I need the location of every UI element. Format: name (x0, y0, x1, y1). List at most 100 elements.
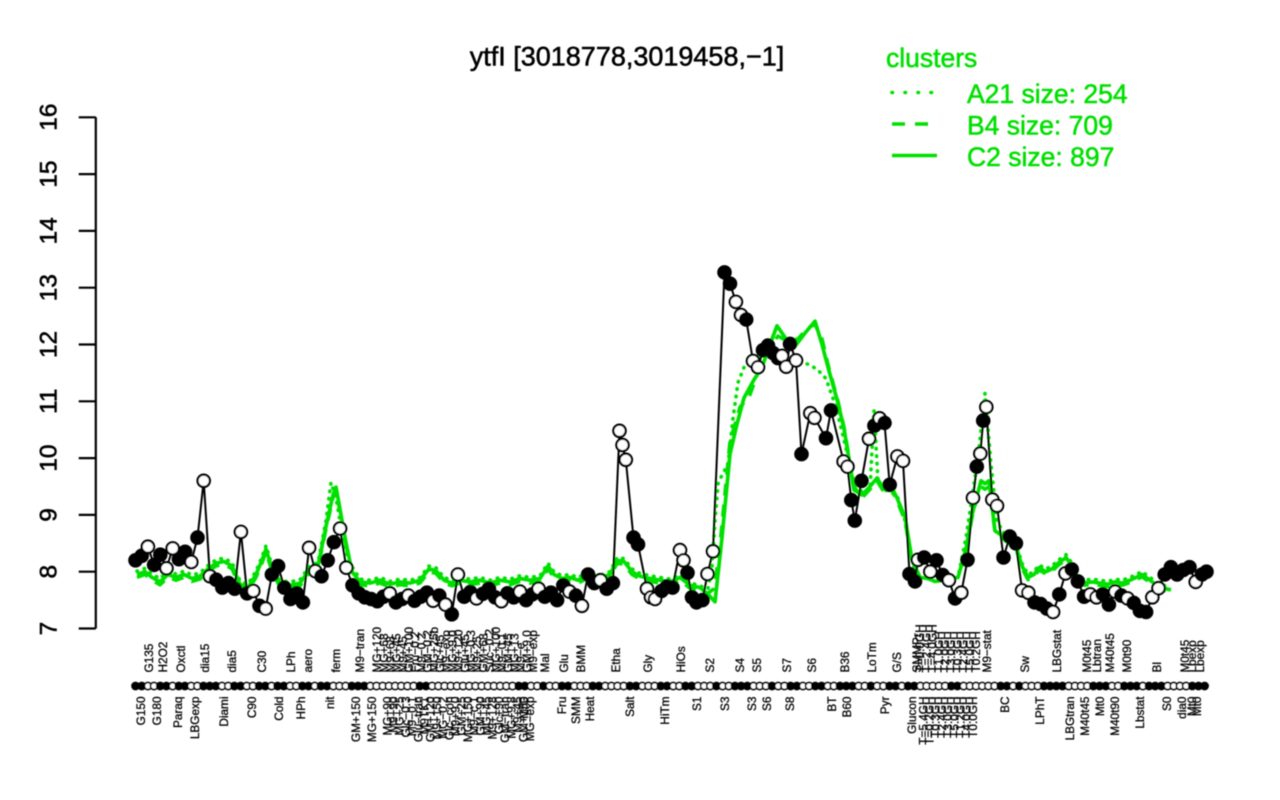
svg-text:GM+45: GM+45 (501, 633, 515, 672)
svg-text:Glc−0.3: Glc−0.3 (399, 696, 413, 737)
svg-text:10: 10 (36, 444, 63, 471)
svg-text:Mal: Mal (538, 653, 552, 672)
svg-text:H2O2: H2O2 (156, 642, 170, 673)
svg-text:ferm: ferm (329, 649, 343, 673)
svg-text:S6: S6 (760, 696, 774, 711)
svg-text:M9−0.1: M9−0.1 (405, 697, 419, 737)
svg-text:Pyr: Pyr (878, 696, 892, 714)
svg-text:Oxctl: Oxctl (174, 646, 188, 673)
svg-text:Glu+45: Glu+45 (458, 634, 472, 673)
svg-text:M9+9.0: M9+9.0 (449, 696, 463, 736)
svg-text:LPhT: LPhT (1033, 697, 1047, 725)
svg-text:8: 8 (36, 565, 63, 579)
svg-text:GM+150: GM+150 (349, 696, 363, 742)
svg-text:M40t45: M40t45 (1078, 696, 1092, 736)
svg-text:MG+9.0: MG+9.0 (445, 630, 459, 673)
svg-text:M40t90: M40t90 (1108, 696, 1122, 736)
svg-text:M9+25: M9+25 (470, 636, 484, 673)
svg-text:M9+120: M9+120 (452, 629, 466, 672)
svg-text:9: 9 (36, 508, 63, 522)
svg-text:T2.0GH: T2.0GH (938, 631, 952, 672)
svg-text:Fru: Fru (555, 697, 569, 715)
svg-text:A21 size: 254: A21 size: 254 (967, 79, 1128, 109)
svg-text:M9−0.2: M9−0.2 (414, 633, 428, 673)
svg-text:dia5: dia5 (225, 650, 239, 673)
svg-text:GM−0.2: GM−0.2 (421, 630, 435, 672)
svg-text:Glc+45: Glc+45 (433, 634, 447, 672)
svg-text:Fru−0.2: Fru−0.2 (408, 632, 422, 673)
svg-text:M40t45: M40t45 (1103, 633, 1117, 673)
svg-text:GM+100: GM+100 (402, 626, 416, 672)
svg-text:T0.3GH: T0.3GH (929, 697, 943, 738)
svg-text:GM+25: GM+25 (455, 696, 469, 735)
svg-text:MG+45: MG+45 (480, 696, 494, 735)
svg-text:MG+13: MG+13 (507, 633, 521, 672)
svg-text:S2: S2 (703, 658, 717, 672)
svg-text:Bl: Bl (1150, 662, 1164, 673)
svg-text:M9−exp: M9−exp (526, 630, 540, 673)
svg-text:GM−tran: GM−tran (498, 697, 512, 743)
svg-text:T5.0GH: T5.0GH (963, 631, 977, 672)
svg-text:B36: B36 (838, 651, 852, 672)
svg-text:Etha: Etha (609, 648, 623, 673)
svg-text:dia15: dia15 (198, 643, 212, 672)
svg-text:15: 15 (36, 160, 63, 187)
svg-text:MG+25b: MG+25b (427, 626, 441, 672)
svg-text:T1.0GH: T1.0GH (932, 631, 946, 672)
svg-text:Glc+90: Glc+90 (492, 696, 506, 734)
svg-text:T0.0GH: T0.0GH (966, 697, 980, 738)
svg-text:Suc−0.2: Suc−0.2 (483, 629, 497, 673)
svg-text:Mt0: Mt0 (1093, 696, 1107, 716)
svg-text:7: 7 (36, 622, 63, 636)
svg-text:T2.4GH: T2.4GH (957, 631, 971, 672)
svg-text:MG+45: MG+45 (390, 633, 404, 672)
svg-text:MG+68: MG+68 (377, 633, 391, 672)
svg-text:GM+68: GM+68 (476, 633, 490, 672)
svg-text:M9+45: M9+45 (511, 696, 525, 733)
svg-text:MG+150: MG+150 (461, 696, 475, 742)
svg-text:GM+9.0: GM+9.0 (520, 630, 534, 673)
svg-text:T0.2GH: T0.2GH (969, 631, 983, 672)
svg-text:M9TK1: M9TK1 (418, 697, 432, 735)
svg-text:M9−e: M9−e (514, 642, 528, 672)
svg-text:Gly: Gly (641, 655, 655, 673)
svg-text:MG−0.2: MG−0.2 (436, 697, 450, 739)
svg-text:Lbexp: Lbexp (1185, 640, 1199, 673)
svg-text:M9−exp: M9−exp (439, 630, 453, 673)
svg-text:MG−exp: MG−exp (523, 696, 537, 741)
svg-text:T=0.0GH: T=0.0GH (913, 624, 927, 672)
svg-text:M9+128: M9+128 (486, 696, 500, 739)
svg-text:S3: S3 (718, 696, 732, 711)
svg-text:C90: C90 (245, 696, 259, 718)
svg-text:C2 size: 897: C2 size: 897 (967, 142, 1114, 172)
svg-text:M0t90: M0t90 (1120, 639, 1134, 672)
svg-text:Glucon: Glucon (905, 697, 919, 734)
svg-text:S3: S3 (745, 696, 759, 711)
svg-text:Lbtran: Lbtran (1090, 639, 1104, 672)
svg-text:B60: B60 (840, 696, 854, 717)
svg-text:T=4.0GH: T=4.0GH (926, 624, 940, 672)
svg-text:LPh: LPh (284, 652, 298, 673)
svg-text:Sw: Sw (1018, 656, 1032, 673)
svg-text:G/S: G/S (890, 652, 904, 672)
svg-text:MG+9.8: MG+9.8 (504, 696, 518, 739)
svg-text:13: 13 (36, 274, 63, 301)
svg-text:MG+100: MG+100 (489, 626, 503, 672)
svg-text:S7: S7 (780, 658, 794, 672)
svg-text:Lbexp: Lbexp (1193, 640, 1207, 673)
svg-text:G150: G150 (134, 696, 148, 725)
svg-text:S4: S4 (733, 658, 747, 673)
svg-text:LBGstat: LBGstat (1050, 629, 1064, 672)
svg-text:BMM: BMM (574, 645, 588, 673)
svg-text:T=2.4GH: T=2.4GH (919, 624, 933, 672)
svg-text:Paraq: Paraq (171, 697, 185, 728)
svg-text:aero: aero (301, 648, 315, 672)
svg-text:T0.3GH: T0.3GH (950, 631, 964, 672)
svg-text:Glu−tran: Glu−tran (411, 697, 425, 743)
svg-text:ytfI [3018778,3019458,−1]: ytfI [3018778,3019458,−1] (470, 42, 785, 72)
svg-text:LBGtran: LBGtran (1063, 697, 1077, 741)
svg-text:clusters: clusters (886, 43, 977, 73)
svg-text:T=5.4GH: T=5.4GH (916, 697, 930, 745)
svg-text:T3.0GH: T3.0GH (941, 697, 955, 738)
svg-text:Glc−con: Glc−con (442, 697, 456, 741)
